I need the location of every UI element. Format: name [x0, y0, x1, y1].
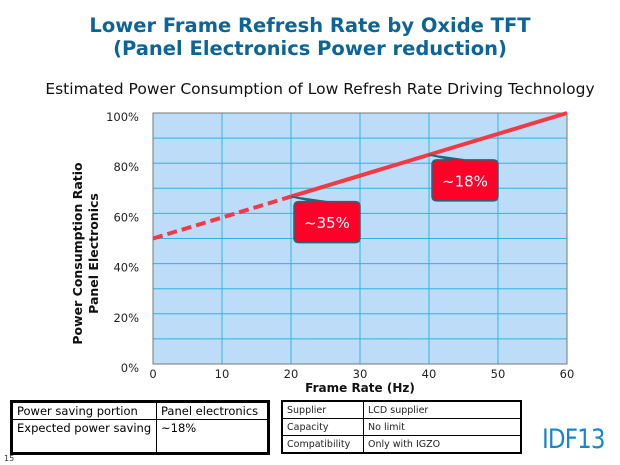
table-cell: LCD supplier: [363, 400, 522, 419]
callout: ~18%: [428, 154, 499, 202]
table-cell: Power saving portion: [11, 401, 157, 420]
callout: ~35%: [290, 195, 361, 244]
callout-box: [290, 195, 361, 244]
y-tick-label: 100%: [106, 110, 139, 124]
table-row: Capacity No limit: [281, 418, 522, 436]
y-tick-label: 80%: [113, 160, 139, 174]
y-tick-label: 40%: [113, 261, 139, 275]
table-cell: Only with IGZO: [363, 435, 522, 454]
x-tick-label: 0: [149, 367, 156, 381]
table-cell: ~18%: [156, 419, 269, 454]
x-tick-label: 50: [491, 367, 506, 381]
table-row: Supplier LCD supplier: [281, 400, 522, 419]
slide-title-line1: Lower Frame Refresh Rate by Oxide TFT: [89, 14, 531, 37]
supplier-table: Supplier LCD supplier Capacity No limit …: [281, 400, 522, 454]
table-cell: Compatibility: [281, 435, 364, 454]
x-tick-label: 40: [422, 367, 437, 381]
power-saving-table: Power saving portion Panel electronics E…: [10, 400, 270, 455]
chart-title: Estimated Power Consumption of Low Refre…: [45, 80, 595, 98]
y-axis-label-line2: Panel Electronics: [86, 193, 101, 314]
x-tick-label: 30: [353, 367, 368, 381]
callout-label: ~18%: [442, 172, 488, 190]
x-tick-label: 20: [284, 367, 299, 381]
slide-title-line2: (Panel Electronics Power reduction): [113, 37, 507, 60]
page-number: 15: [4, 454, 15, 463]
y-tick-label: 60%: [113, 210, 139, 224]
x-tick-label: 60: [560, 367, 575, 381]
table-row: Expected power saving ~18%: [11, 419, 269, 454]
series-line-dashed: [152, 194, 292, 241]
table-cell: No limit: [363, 418, 522, 436]
y-tick-label: 0%: [121, 361, 139, 375]
y-tick-label: 20%: [113, 311, 139, 325]
callout-label: ~35%: [304, 214, 350, 232]
x-axis-label: Frame Rate (Hz): [305, 381, 415, 395]
x-tick-label: 10: [215, 367, 230, 381]
table-cell: Supplier: [281, 400, 364, 419]
table-row: Power saving portion Panel electronics: [11, 401, 269, 420]
table-cell: Expected power saving: [11, 419, 157, 454]
table-cell: Panel electronics: [156, 401, 269, 420]
y-axis-label-line1: Power Consumption Ratio: [70, 162, 85, 345]
table-cell: Capacity: [281, 418, 364, 436]
idf13-logo: IDF13: [542, 424, 605, 455]
callout-box: [428, 154, 499, 202]
table-row: Compatibility Only with IGZO: [281, 435, 522, 454]
